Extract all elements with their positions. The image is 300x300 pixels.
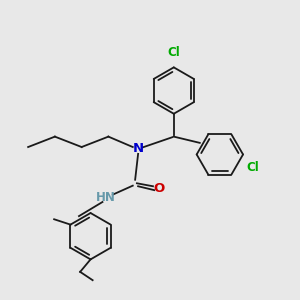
- Text: N: N: [133, 142, 144, 155]
- Text: HN: HN: [95, 191, 116, 204]
- Text: O: O: [153, 182, 164, 195]
- Text: Cl: Cl: [247, 161, 259, 174]
- Text: Cl: Cl: [167, 46, 180, 59]
